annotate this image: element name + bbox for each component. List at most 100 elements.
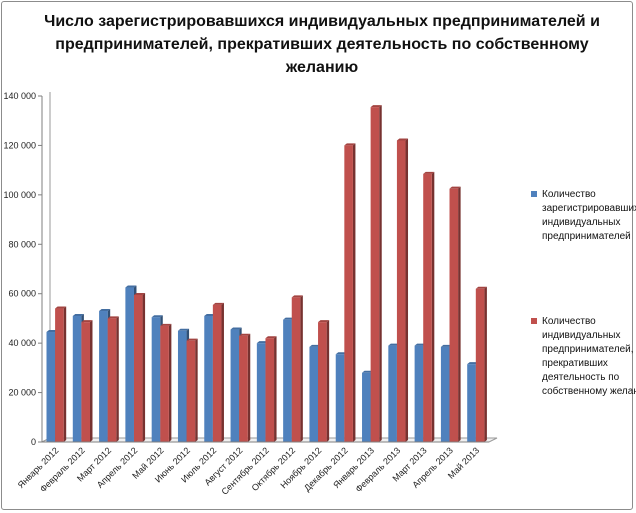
- bar-registered: [46, 332, 56, 442]
- legend-item-ceased: Количество индивидуальных предпринимател…: [531, 315, 636, 399]
- bar-top: [414, 343, 426, 346]
- y-tick-label: 80 000: [8, 239, 36, 249]
- bar-ceased: [212, 304, 222, 442]
- bar-ceased: [160, 325, 169, 442]
- chart-title-line-3: желанию: [285, 59, 359, 76]
- bar-side: [168, 323, 172, 442]
- bar-ceased: [107, 318, 117, 442]
- bar-top: [133, 292, 146, 295]
- bar-side: [195, 338, 198, 442]
- bar-top: [186, 338, 198, 341]
- bar-top: [107, 316, 119, 319]
- y-tick-label: 40 000: [8, 338, 36, 348]
- bar-registered: [362, 372, 371, 442]
- legend-item-registered: Количество зарегистрировавшихся индивиду…: [531, 188, 636, 244]
- bar-top: [423, 171, 435, 174]
- bar-ceased: [291, 297, 301, 442]
- bar-ceased: [370, 107, 380, 442]
- bar-ceased: [344, 145, 353, 442]
- chart-title: Число зарегистрировавшихся индивидуальны…: [42, 10, 602, 79]
- bar-side: [352, 143, 356, 442]
- bar-side: [458, 186, 461, 442]
- bar-side: [405, 138, 409, 442]
- bar-ceased: [133, 294, 143, 442]
- bar-top: [55, 306, 67, 309]
- bar-top: [81, 320, 93, 323]
- bar-side: [484, 286, 487, 442]
- bar-registered: [388, 345, 397, 442]
- bar-top: [309, 344, 321, 347]
- bar-registered: [151, 317, 161, 442]
- bar-top: [46, 330, 58, 333]
- bar-side: [431, 171, 435, 442]
- bar-registered: [230, 329, 240, 442]
- bar-top: [467, 362, 479, 365]
- bar-top: [212, 302, 224, 305]
- bar-registered: [125, 287, 134, 442]
- bar-top: [72, 313, 84, 316]
- bar-top: [256, 341, 268, 344]
- bar-ceased: [318, 322, 327, 442]
- bar-side: [89, 320, 93, 442]
- bar-side: [116, 316, 119, 442]
- bar-top: [283, 317, 295, 320]
- bar-side: [300, 295, 303, 442]
- bar-top: [388, 343, 400, 346]
- legend-label-ceased: Количество индивидуальных предпринимател…: [542, 316, 636, 397]
- bar-side: [142, 292, 146, 442]
- bar-registered: [440, 346, 450, 442]
- bar-registered: [414, 345, 424, 442]
- bar-ceased: [186, 340, 196, 442]
- bar-top: [204, 313, 216, 316]
- legend-swatch-registered: [531, 191, 537, 197]
- bar-top: [160, 323, 172, 326]
- bar-side: [274, 336, 277, 442]
- bar-top: [318, 320, 330, 323]
- bar-side: [221, 302, 224, 442]
- bar-top: [151, 315, 163, 318]
- bar-top: [475, 286, 487, 289]
- bar-ceased: [449, 188, 459, 442]
- bar-registered: [283, 319, 292, 442]
- bar-top: [125, 285, 137, 288]
- y-tick-label: 0: [31, 437, 36, 447]
- bar-ceased: [239, 335, 248, 442]
- bar-registered: [72, 315, 82, 442]
- y-tick-label: 140 000: [3, 91, 36, 101]
- bar-top: [362, 370, 374, 373]
- bar-top: [265, 336, 277, 339]
- bar-registered: [309, 346, 319, 442]
- bar-top: [230, 327, 242, 330]
- y-tick-label: 120 000: [3, 140, 36, 150]
- bar-ceased: [55, 308, 64, 442]
- bar-top: [177, 328, 190, 331]
- bar-top: [239, 333, 251, 336]
- chart-title-line-2: предпринимателей, прекративших деятельно…: [55, 36, 589, 53]
- legend-swatch-ceased: [531, 318, 537, 324]
- bar-registered: [99, 311, 108, 442]
- bar-ceased: [475, 288, 485, 442]
- bar-side: [379, 105, 382, 442]
- bar-top: [440, 344, 453, 347]
- bar-side: [326, 320, 330, 442]
- bar-top: [449, 186, 461, 189]
- bar-top: [291, 295, 303, 298]
- legend-label-registered: Количество зарегистрировавшихся индивиду…: [542, 189, 636, 242]
- bar-ceased: [423, 173, 432, 442]
- y-tick-label: 100 000: [3, 190, 36, 200]
- bar-top: [335, 352, 347, 355]
- chart-title-line-1: Число зарегистрировавшихся индивидуальны…: [44, 13, 600, 30]
- bar-registered: [256, 343, 266, 442]
- bar-top: [370, 105, 382, 108]
- bar-top: [99, 309, 111, 312]
- bar-side: [63, 306, 67, 442]
- bar-registered: [335, 354, 345, 442]
- bar-side: [247, 333, 251, 442]
- y-tick-label: 60 000: [8, 289, 36, 299]
- bar-registered: [177, 330, 187, 442]
- bar-registered: [204, 315, 213, 442]
- bar-ceased: [265, 338, 275, 442]
- bar-ceased: [81, 322, 90, 442]
